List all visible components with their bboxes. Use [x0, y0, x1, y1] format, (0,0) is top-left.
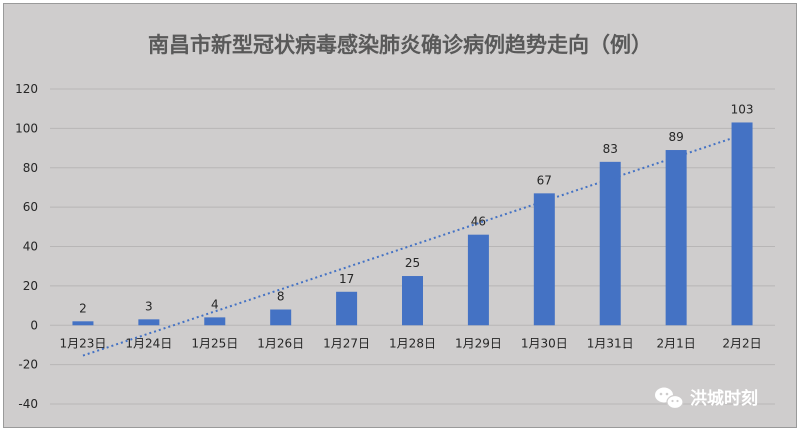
bar — [533, 193, 555, 326]
bar — [270, 309, 292, 326]
data-labels: 2 3 4 8 17 25 46 67 83 89 103 — [79, 102, 753, 315]
watermark: 洪城时刻 — [655, 387, 758, 410]
y-tick-label: 20 — [23, 279, 38, 293]
data-label: 67 — [537, 173, 552, 187]
y-tick-label: -20 — [18, 358, 38, 372]
bar — [72, 321, 94, 326]
bar — [467, 234, 489, 326]
x-tick-label: 1月28日 — [389, 336, 436, 350]
bar — [138, 319, 160, 326]
x-tick-label: 1月25日 — [191, 336, 238, 350]
data-label: 83 — [603, 142, 618, 156]
bar — [665, 150, 687, 326]
y-tick-label: 0 — [30, 318, 38, 332]
bar — [731, 122, 753, 326]
data-label: 17 — [339, 272, 354, 286]
data-label: 46 — [471, 215, 486, 229]
x-tick-label: 1月30日 — [521, 336, 568, 350]
y-tick-label: 40 — [23, 240, 38, 254]
x-axis-ticks: 1月23日 1月24日 1月25日 1月26日 1月27日 1月28日 1月29日 1月30日… — [60, 336, 762, 350]
y-axis-ticks: -40 -20 0 20 40 60 80 100 120 — [15, 82, 38, 411]
y-tick-label: 80 — [23, 161, 38, 175]
chart-area — [3, 3, 797, 428]
y-tick-label: -40 — [18, 397, 38, 411]
bar — [336, 291, 358, 326]
data-label: 8 — [277, 290, 285, 304]
x-tick-label: 1月26日 — [257, 336, 304, 350]
x-tick-label: 1月29日 — [455, 336, 502, 350]
bar — [204, 317, 226, 326]
bar — [599, 161, 621, 326]
y-tick-label: 120 — [15, 82, 38, 96]
x-tick-label: 1月27日 — [323, 336, 370, 350]
gridlines — [50, 88, 775, 405]
y-tick-label: 60 — [23, 200, 38, 214]
chart-title: 南昌市新型冠状病毒感染肺炎确诊病例趋势走向（例） — [148, 33, 652, 57]
wechat-icon — [655, 387, 684, 410]
data-label: 25 — [405, 256, 420, 270]
x-tick-label: 1月24日 — [125, 336, 172, 350]
data-label: 103 — [731, 102, 754, 116]
x-tick-label: 2月1日 — [656, 336, 695, 350]
x-tick-label: 1月31日 — [587, 336, 634, 350]
bar — [402, 276, 423, 326]
x-tick-label: 2月2日 — [722, 336, 761, 350]
trend-line — [82, 133, 743, 357]
data-label: 3 — [145, 299, 153, 313]
y-tick-label: 100 — [15, 121, 38, 135]
data-label: 4 — [211, 297, 219, 311]
data-label: 89 — [668, 130, 683, 144]
x-tick-label: 1月23日 — [60, 336, 107, 350]
watermark-text: 洪城时刻 — [690, 388, 758, 409]
bars — [72, 122, 753, 326]
data-label: 2 — [79, 301, 87, 315]
